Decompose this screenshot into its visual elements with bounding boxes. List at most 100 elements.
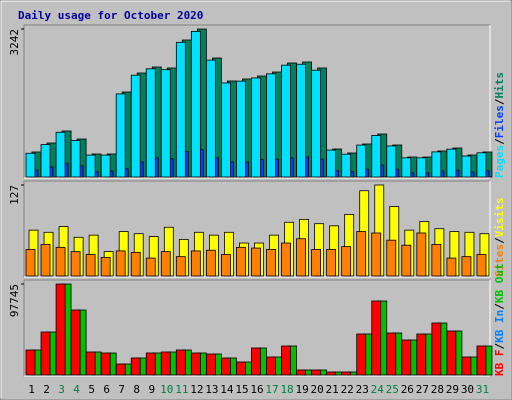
x-tick-label: 5 xyxy=(88,383,95,396)
bar xyxy=(55,246,66,277)
legend-separator: / xyxy=(493,138,506,145)
bar xyxy=(311,249,322,277)
x-tick-label: 23 xyxy=(356,383,369,396)
bar xyxy=(40,144,51,178)
bar xyxy=(100,256,111,277)
x-tick-label: 26 xyxy=(401,383,414,396)
bar xyxy=(311,69,322,178)
x-tick-label: 14 xyxy=(220,383,234,396)
bar xyxy=(386,332,397,376)
legend-entry: Files xyxy=(493,105,506,138)
bar xyxy=(236,80,246,178)
bar xyxy=(70,140,81,178)
bar xyxy=(25,249,36,277)
bar xyxy=(371,232,382,277)
bar xyxy=(25,152,36,178)
x-tick-label: 11 xyxy=(175,383,188,396)
bar xyxy=(446,330,457,376)
bar xyxy=(281,242,291,277)
bar xyxy=(100,154,111,178)
legend-separator: / xyxy=(493,303,506,310)
bar xyxy=(296,238,306,277)
bar xyxy=(175,349,186,376)
bar xyxy=(401,339,412,376)
bar xyxy=(70,251,81,277)
bar xyxy=(446,257,457,277)
bar xyxy=(266,73,276,178)
x-tick-label: 3 xyxy=(58,383,65,396)
bar xyxy=(205,353,216,376)
x-tick-label: 4 xyxy=(73,383,80,396)
bar xyxy=(160,251,171,277)
bar xyxy=(296,63,306,178)
bar xyxy=(356,231,367,277)
x-tick-label: 25 xyxy=(386,383,399,396)
y-tick-label: 127 xyxy=(8,185,21,205)
bar xyxy=(40,244,51,277)
bar xyxy=(341,153,352,178)
bar xyxy=(296,369,306,376)
x-tick-label: 7 xyxy=(118,383,125,396)
bar xyxy=(160,69,171,178)
bar xyxy=(40,331,51,376)
x-tick-label: 1 xyxy=(28,383,35,396)
bar xyxy=(311,369,322,376)
bar xyxy=(371,135,382,178)
legend: Sites/Visits xyxy=(493,198,506,278)
x-tick-label: 9 xyxy=(148,383,155,396)
bar xyxy=(221,357,231,376)
bar xyxy=(281,345,291,376)
bar xyxy=(190,352,201,376)
legend-entry: Hits xyxy=(493,72,506,99)
x-tick-label: 22 xyxy=(341,383,354,396)
x-tick-label: 27 xyxy=(416,383,429,396)
bar xyxy=(130,74,141,178)
legend-separator: / xyxy=(493,98,506,105)
x-tick-label: 12 xyxy=(190,383,203,396)
x-tick-label: 10 xyxy=(160,383,173,396)
bar xyxy=(221,254,231,277)
bar xyxy=(266,249,276,277)
x-tick-label: 13 xyxy=(205,383,218,396)
bar xyxy=(25,349,36,376)
bar xyxy=(281,64,291,178)
bar xyxy=(190,250,201,277)
bar xyxy=(236,361,246,376)
x-tick-label: 16 xyxy=(250,383,263,396)
bar xyxy=(85,351,96,376)
bar xyxy=(461,256,472,277)
x-tick-label: 28 xyxy=(431,383,444,396)
bar xyxy=(115,250,126,277)
bar xyxy=(130,357,141,376)
bar xyxy=(476,345,487,376)
x-tick-label: 17 xyxy=(265,383,278,396)
bar xyxy=(130,251,141,277)
x-tick-label: 21 xyxy=(326,383,339,396)
x-tick-label: 30 xyxy=(461,383,474,396)
bar xyxy=(446,148,457,178)
x-tick-label: 15 xyxy=(235,383,248,396)
bar xyxy=(85,154,96,178)
bar xyxy=(386,145,397,178)
bar xyxy=(431,151,442,178)
bar xyxy=(416,157,427,178)
bar xyxy=(356,333,367,376)
bar xyxy=(145,352,156,376)
x-tick-label: 20 xyxy=(311,383,324,396)
bar xyxy=(85,254,96,277)
x-tick-label: 19 xyxy=(295,383,308,396)
bar xyxy=(251,77,261,178)
bar xyxy=(326,249,337,277)
x-tick-label: 24 xyxy=(371,383,385,396)
legend-entry: KB In xyxy=(493,310,506,343)
bar xyxy=(236,246,246,277)
bar xyxy=(115,363,126,376)
bar xyxy=(251,347,261,376)
bar xyxy=(371,300,382,376)
bar xyxy=(476,152,487,178)
legend: KB F/KB In/KB Out xyxy=(493,263,506,376)
chart-title: Daily usage for October 2020 xyxy=(18,9,203,22)
bar xyxy=(175,256,186,277)
legend-entry: Pages xyxy=(493,145,506,178)
